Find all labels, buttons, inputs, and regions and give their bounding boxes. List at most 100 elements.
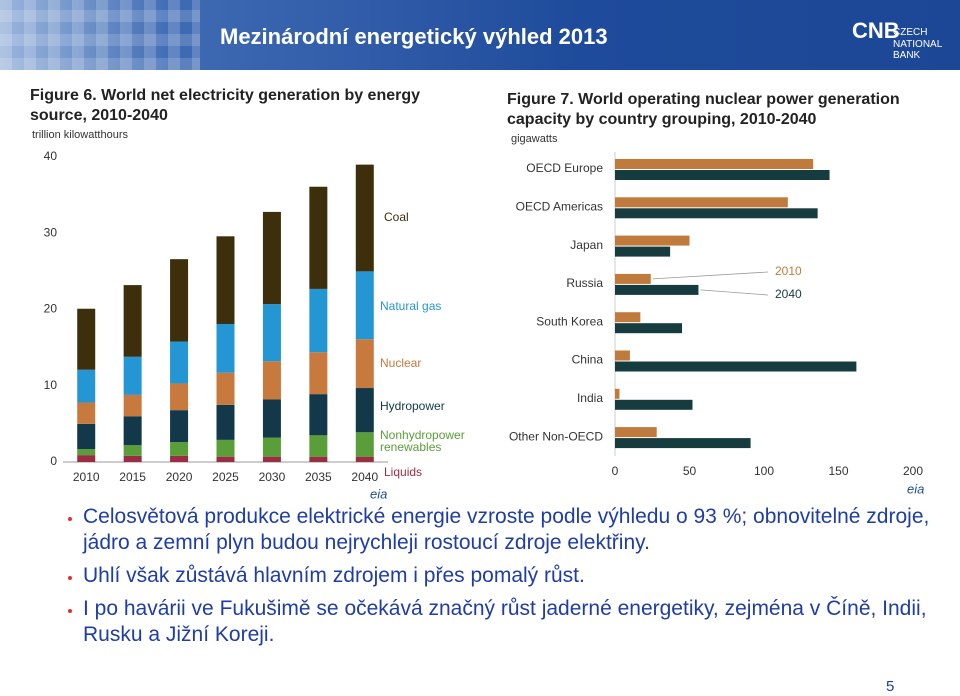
category-label: Russia [566,276,603,290]
bar [615,388,620,399]
x-tick-label: 2025 [212,470,239,484]
bar-segment [123,445,142,456]
bar-segment [123,394,142,417]
x-tick-label: 200 [903,464,923,478]
bar-segment [77,308,96,370]
bar-segment [77,423,96,450]
x-tick-label: 50 [683,464,697,478]
bar-segment [309,288,328,353]
bar-segment [170,383,189,411]
y-tick-label: 10 [44,378,58,392]
series-label: Liquids [384,465,423,479]
header-mosaic [0,0,200,70]
x-tick-label: 2030 [259,470,286,484]
bar-segment [262,437,281,457]
series-label: Coal [384,210,409,224]
bar-segment [262,399,281,438]
bar [615,361,857,372]
bar-segment [170,341,189,384]
x-tick-label: 0 [612,464,619,478]
bar-segment [355,271,374,340]
unit-label: gigawatts [511,133,558,145]
bar-segment [355,339,374,389]
category-label: Japan [570,238,603,252]
bar-segment [123,416,142,446]
source-logo: eia [907,481,924,496]
bar-segment [170,442,189,456]
bar-segment [77,369,96,403]
bar-segment [216,456,235,462]
bar-segment [170,410,189,443]
legend-leader [652,271,769,280]
x-tick-label: 100 [754,464,774,478]
x-tick-label: 2035 [305,470,332,484]
logo-caption: NATIONAL BANK [893,39,942,61]
bar-segment [123,356,142,395]
bullet: Celosvětová produkce elektrické energie … [83,504,960,556]
bar-segment [216,372,235,405]
bar-segment [309,186,328,289]
bar-segment [309,352,328,395]
bar-segment [355,388,374,433]
bar-segment [216,439,235,457]
series-label: Hydropower [380,399,445,413]
category-label: Other Non-OECD [509,429,603,443]
bar [615,208,818,219]
legend-label: 2010 [775,264,802,278]
bar [615,170,830,180]
bar-segment [262,211,281,305]
bar-segment [309,435,328,457]
x-tick-label: 2040 [351,470,378,484]
bar-segment [123,455,142,462]
series-label: Nuclear [380,356,422,370]
bar-segment [262,361,281,400]
x-tick-label: 2010 [73,470,100,484]
bar [615,323,683,334]
bullet: I po havárii ve Fukušimě se očekává znač… [83,596,960,648]
bar [615,350,630,361]
logo-caption: CZECH [893,27,928,38]
category-label: OECD Europe [526,161,603,175]
bar-segment [309,394,328,436]
bullet-list: Celosvětová produkce elektrické energie … [58,504,960,655]
chart-title: Figure 7. World operating nuclear power … [507,91,900,128]
bar-segment [77,455,96,462]
bar-segment [355,164,374,272]
bar [615,427,657,438]
x-tick-label: 2020 [166,470,193,484]
bullet: Uhlí však zůstává hlavním zdrojem i přes… [83,563,960,589]
category-label: South Korea [536,314,603,328]
bar [615,438,751,449]
bar-segment [262,456,281,462]
slide-title: Mezinárodní energetický výhled 2013 [220,24,608,49]
page-number: 5 [886,678,895,695]
legend-leader [700,289,769,296]
legend-label: 2040 [775,287,802,301]
source-logo: eia [370,486,387,501]
bar [615,284,699,295]
bar-segment [355,432,374,457]
x-tick-label: 2015 [119,470,146,484]
category-label: China [572,353,604,367]
logo: CNB [852,18,900,43]
y-tick-label: 20 [44,302,58,316]
chart-title: Figure 6. World net electricity generati… [30,87,421,124]
bar-segment [170,259,189,342]
bar-segment [170,455,189,462]
y-tick-label: 40 [44,149,58,163]
bar-segment [77,449,96,456]
bar-segment [216,236,235,324]
bar-segment [309,456,328,462]
series-label: Natural gas [380,299,442,313]
bar-segment [77,402,96,424]
bar [615,399,693,410]
bar [615,312,641,323]
bar-segment [216,323,235,373]
bar-segment [216,404,235,440]
y-tick-label: 30 [44,225,58,239]
category-label: India [577,391,603,405]
unit-label: trillion kilowatthours [32,129,128,141]
header-bar [0,0,960,70]
